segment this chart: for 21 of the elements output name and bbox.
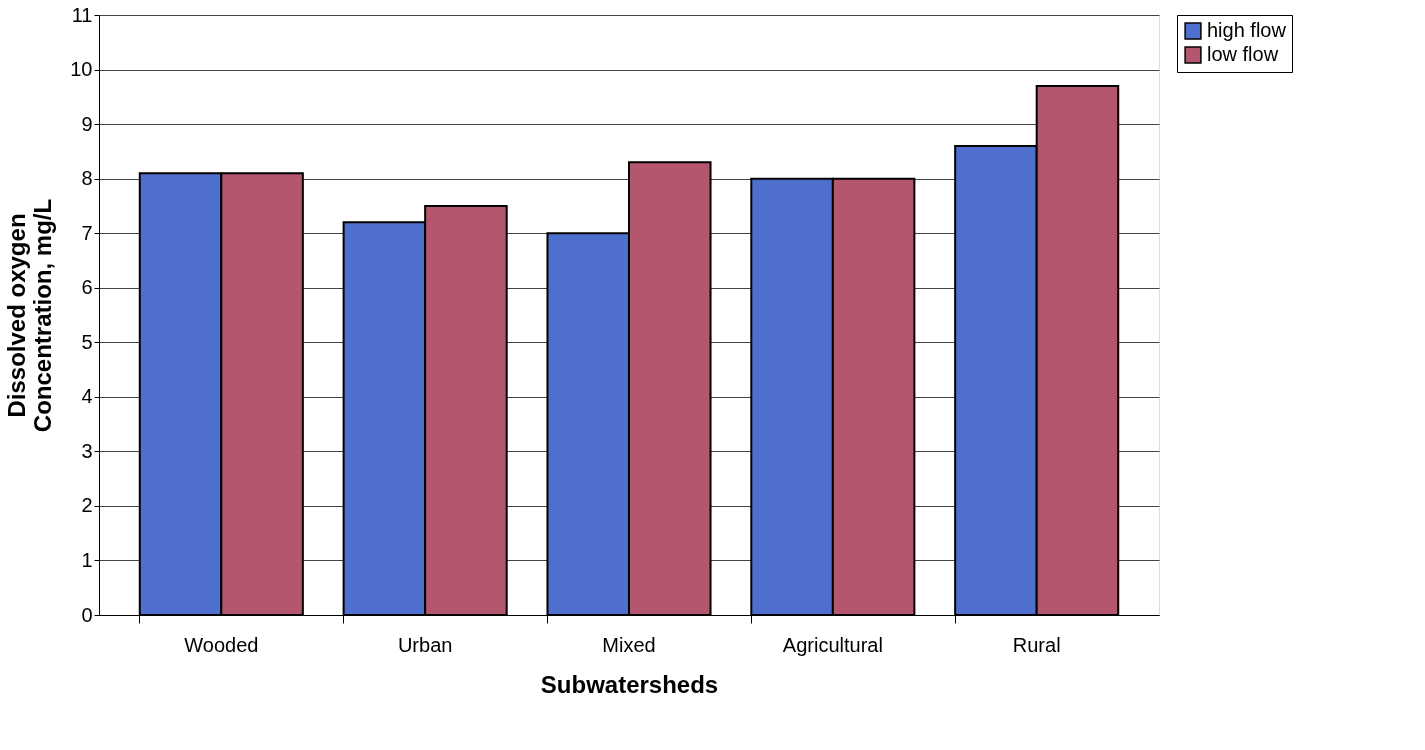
y-tick-label: 11 [71, 3, 93, 26]
y-tick-label: 10 [70, 58, 93, 81]
y-tick-label: 0 [81, 603, 93, 626]
y-tick-label: 9 [81, 112, 93, 135]
legend-label: high flow [1207, 19, 1287, 41]
y-tick-label: 5 [81, 330, 93, 353]
y-axis-title: Dissolved oxygen Concentration, mg/L [3, 198, 57, 433]
y-tick-label: 6 [81, 276, 93, 299]
x-tick-label: Agricultural [782, 633, 883, 656]
x-tick-label: Urban [397, 633, 453, 656]
y-tick-label: 2 [81, 494, 93, 517]
x-tick-label: Mixed [602, 633, 656, 656]
y-tick-label: 7 [81, 221, 93, 244]
y-tick-label: 8 [81, 167, 93, 190]
x-axis-title: Subwatersheds [540, 670, 719, 698]
y-tick-label: 3 [81, 439, 93, 462]
y-tick-label: 1 [81, 548, 93, 571]
legend-label: low flow [1207, 43, 1279, 65]
y-tick-label: 4 [81, 385, 93, 408]
x-tick-label: Wooded [184, 633, 259, 656]
x-tick-label: Rural [1012, 633, 1061, 656]
